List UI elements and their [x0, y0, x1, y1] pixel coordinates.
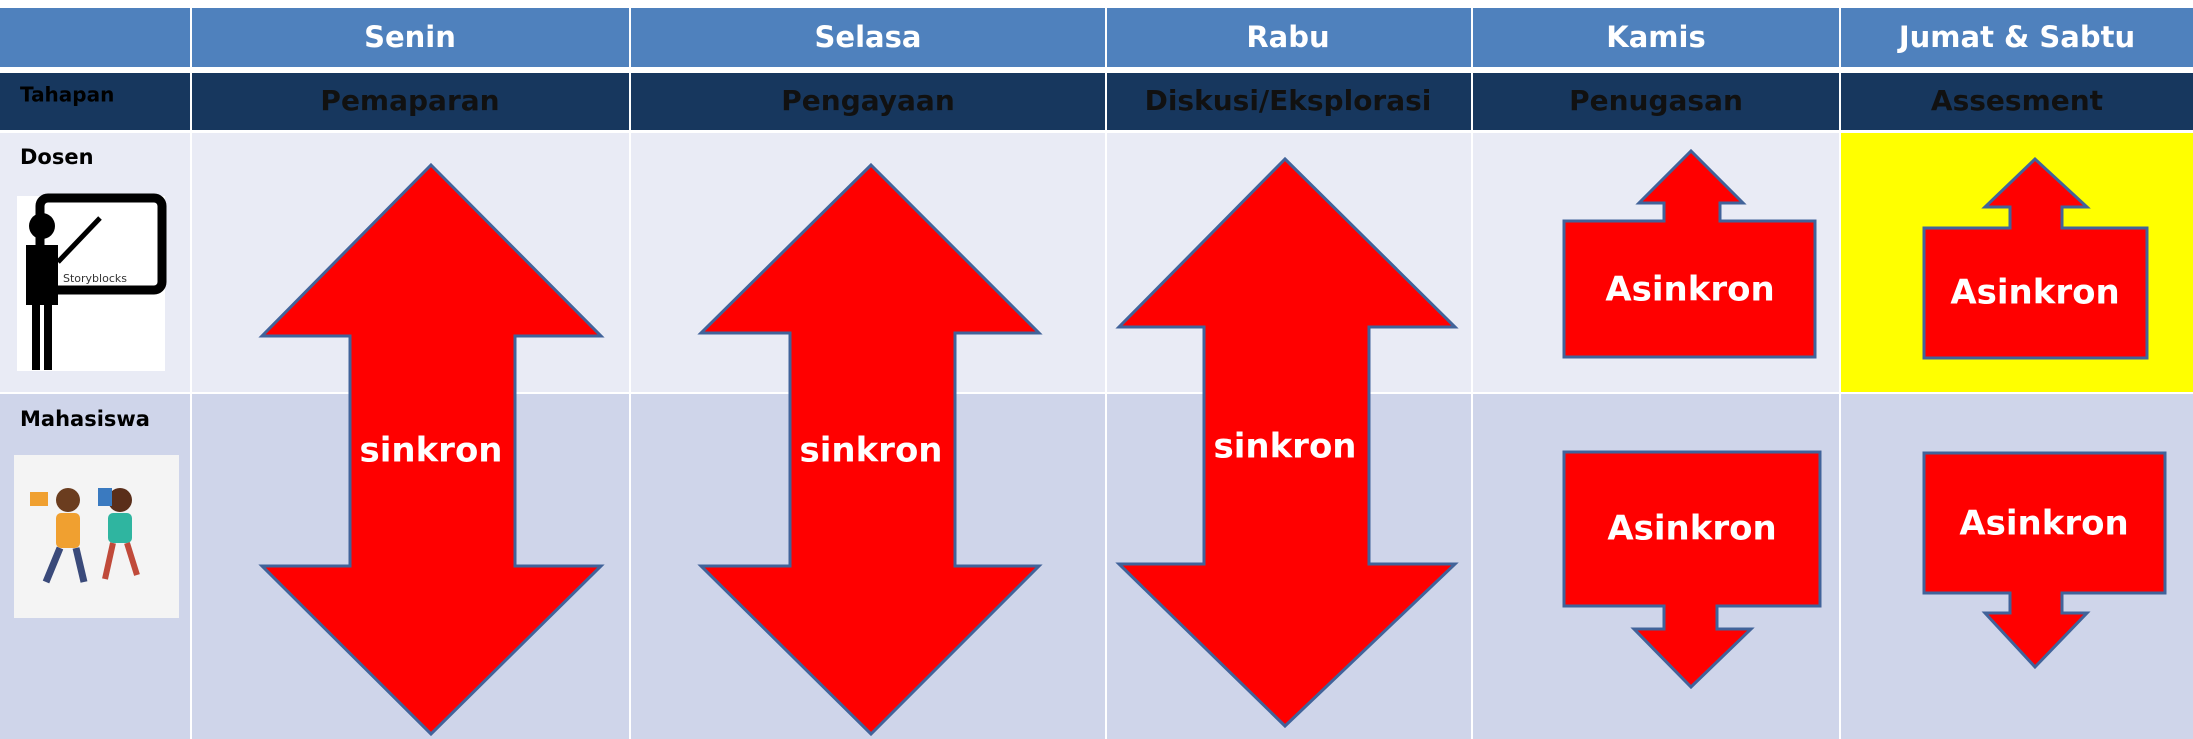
arrow-label: Asinkron — [1605, 270, 1774, 310]
arrow-label: Asinkron — [1959, 504, 2128, 544]
body-cells — [0, 133, 2193, 739]
header-row: Senin Selasa Rabu Kamis Jumat & Sabtu — [0, 8, 2193, 67]
stage-label: Penugasan — [1569, 84, 1743, 117]
stage-header: Tahapan — [20, 83, 114, 107]
row-label: Mahasiswa — [20, 407, 150, 431]
day-label: Jumat & Sabtu — [1897, 20, 2135, 54]
icon-watermark: Storyblocks — [63, 272, 127, 285]
stage-label: Assesment — [1931, 84, 2103, 117]
teacher-icon: Storyblocks — [17, 193, 167, 371]
up-callout — [1562, 148, 1817, 359]
day-label: Senin — [364, 20, 456, 54]
arrow-label: Asinkron — [1607, 509, 1776, 549]
double-arrow — [697, 162, 1043, 737]
down-callout — [1562, 450, 1822, 690]
day-label: Kamis — [1606, 20, 1705, 54]
day-label: Rabu — [1246, 20, 1329, 54]
row-label: Dosen — [20, 145, 94, 169]
day-label: Selasa — [815, 20, 922, 54]
double-arrow — [1115, 156, 1459, 729]
stage-label: Diskusi/Eksplorasi — [1145, 84, 1432, 117]
arrow-label: sinkron — [1213, 427, 1356, 467]
arrow-label: Asinkron — [1950, 273, 2119, 313]
students-icon — [14, 455, 179, 618]
stage-row: Tahapan Pemaparan Pengayaan Diskusi/Eksp… — [0, 73, 2193, 130]
arrow-label: sinkron — [359, 431, 502, 471]
double-arrow — [258, 162, 605, 737]
up-callout — [1922, 156, 2149, 360]
arrow-label: sinkron — [799, 431, 942, 471]
down-callout — [1922, 451, 2167, 670]
stage-label: Pengayaan — [781, 84, 955, 117]
stage-label: Pemaparan — [320, 84, 499, 117]
